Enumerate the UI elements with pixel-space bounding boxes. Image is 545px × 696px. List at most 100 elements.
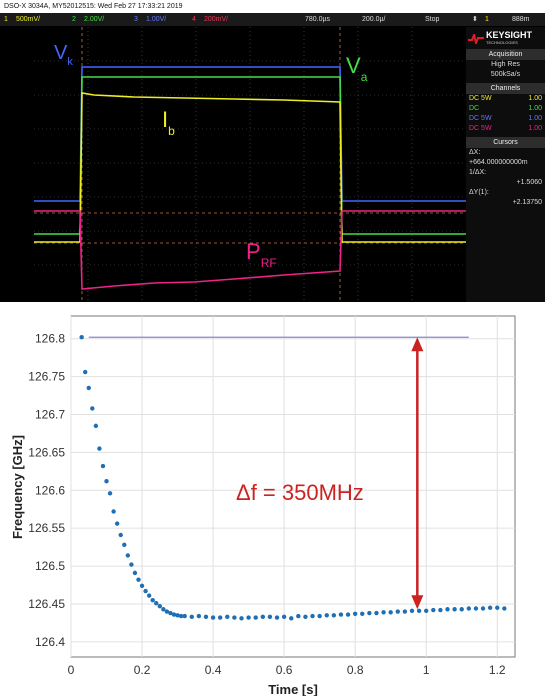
data-point (107, 491, 113, 496)
arrow-head-top (411, 337, 424, 352)
inv-dx-label: 1/ΔX: (469, 169, 487, 176)
channel-row-3: DC 5W 1.00 (466, 114, 545, 124)
scope-side-panel: KEYSIGHT TECHNOLOGIES Acquisition High R… (466, 27, 545, 302)
data-point (150, 597, 155, 603)
y-tick-labels: 126.4 126.45 126.5 126.55 126.6 126.65 126.7 12… (28, 332, 65, 649)
data-point (168, 610, 173, 616)
data-point (182, 613, 187, 619)
data-point (360, 611, 365, 617)
data-point (487, 605, 493, 610)
trace-va (34, 76, 466, 235)
x-tick-label: 0 (68, 663, 75, 677)
dx-label: ΔX: (469, 149, 481, 156)
acquisition-rate: 500kSa/s (490, 71, 521, 78)
scope-waveform-display: Vk Va Ib PRF (34, 27, 466, 300)
x-tick-label: 0.6 (276, 663, 293, 677)
ch1-number: 1 (4, 16, 8, 23)
data-point (367, 610, 372, 616)
data-point (409, 608, 415, 613)
ch1-scale: 500mV/ (16, 16, 41, 23)
run-state: Stop (425, 16, 440, 23)
y-tick-label: 126.45 (28, 597, 65, 611)
data-point (424, 608, 429, 613)
data-point (203, 614, 209, 620)
cursors-header: Cursors (466, 137, 545, 148)
data-point (100, 463, 106, 469)
keysight-logo-icon (468, 33, 484, 44)
data-point (352, 611, 358, 617)
x-tick-label: 0.4 (205, 663, 222, 677)
brand-name: KEYSIGHT (486, 30, 533, 40)
channel-1-value: 1.00 (528, 95, 542, 102)
channels-header: Channels (466, 83, 545, 94)
inv-dx-value: +1.5060 (516, 179, 543, 186)
arrow-head-bottom (411, 595, 424, 610)
label-vk: Vk (54, 42, 73, 68)
data-point (129, 562, 134, 567)
data-point (143, 588, 148, 594)
data-point (210, 615, 216, 620)
data-point (246, 615, 251, 620)
data-point (281, 614, 287, 620)
ch3-number: 3 (134, 16, 138, 23)
dy-label: ΔY(1): (469, 189, 489, 196)
data-point (303, 614, 308, 620)
y-tick-label: 126.6 (35, 483, 65, 497)
scope-cursors (34, 27, 466, 300)
ch4-number: 4 (192, 16, 196, 23)
x-tick-label: 0.8 (347, 663, 364, 677)
dx-value: +664.000000000m (469, 159, 528, 166)
data-point (125, 553, 131, 558)
data-point (189, 614, 194, 620)
trace-ib (34, 92, 466, 243)
data-point (232, 615, 237, 620)
delta-arrow (411, 337, 424, 610)
y-tick-label: 126.5 (35, 559, 65, 573)
data-point (93, 423, 99, 429)
trace-labels: Vk Va Ib PRF (54, 42, 368, 270)
acquisition-header: Acquisition (466, 49, 545, 60)
data-point (388, 610, 393, 615)
channel-row-2: DC 1.00 (466, 104, 545, 114)
channel-4-coupling: DC 5W (469, 125, 492, 132)
data-point (122, 542, 127, 548)
channel-3-coupling: DC 5W (469, 115, 492, 122)
data-point (90, 406, 95, 411)
data-point (395, 609, 400, 614)
brand-subtitle: TECHNOLOGIES (486, 40, 518, 45)
y-tick-label: 126.7 (35, 408, 65, 422)
data-point (118, 532, 123, 538)
plot-area (70, 315, 516, 658)
data-point (196, 613, 202, 619)
data-point (97, 446, 102, 451)
data-point (104, 478, 109, 484)
data-point (381, 610, 386, 615)
data-point (132, 570, 138, 576)
data-point (374, 610, 379, 616)
data-point (79, 335, 84, 340)
chart-grid (70, 316, 515, 657)
label-ib: Ib (162, 107, 175, 138)
x-tick-label: 1.2 (489, 663, 506, 677)
channel-3-value: 1.00 (528, 115, 542, 122)
data-point (338, 612, 344, 617)
data-point (438, 607, 443, 613)
data-point (253, 615, 258, 620)
data-point (161, 607, 166, 612)
y-tick-label: 126.75 (28, 370, 65, 384)
data-point (416, 608, 422, 613)
data-point (178, 613, 184, 619)
data-point (164, 609, 170, 614)
data-point (175, 613, 180, 618)
channel-row-1: DC 5W 1.00 (466, 94, 545, 104)
data-point (86, 385, 91, 391)
data-point (502, 606, 507, 611)
data-point (310, 613, 315, 619)
data-point (136, 577, 141, 582)
data-point (459, 607, 464, 612)
channel-2-value: 1.00 (528, 105, 542, 112)
data-point (289, 616, 294, 621)
data-point (317, 613, 322, 619)
data-point (466, 606, 472, 611)
frequency-chart: 126.4 126.45 126.5 126.55 126.6 126.65 126.7 12… (0, 302, 545, 696)
